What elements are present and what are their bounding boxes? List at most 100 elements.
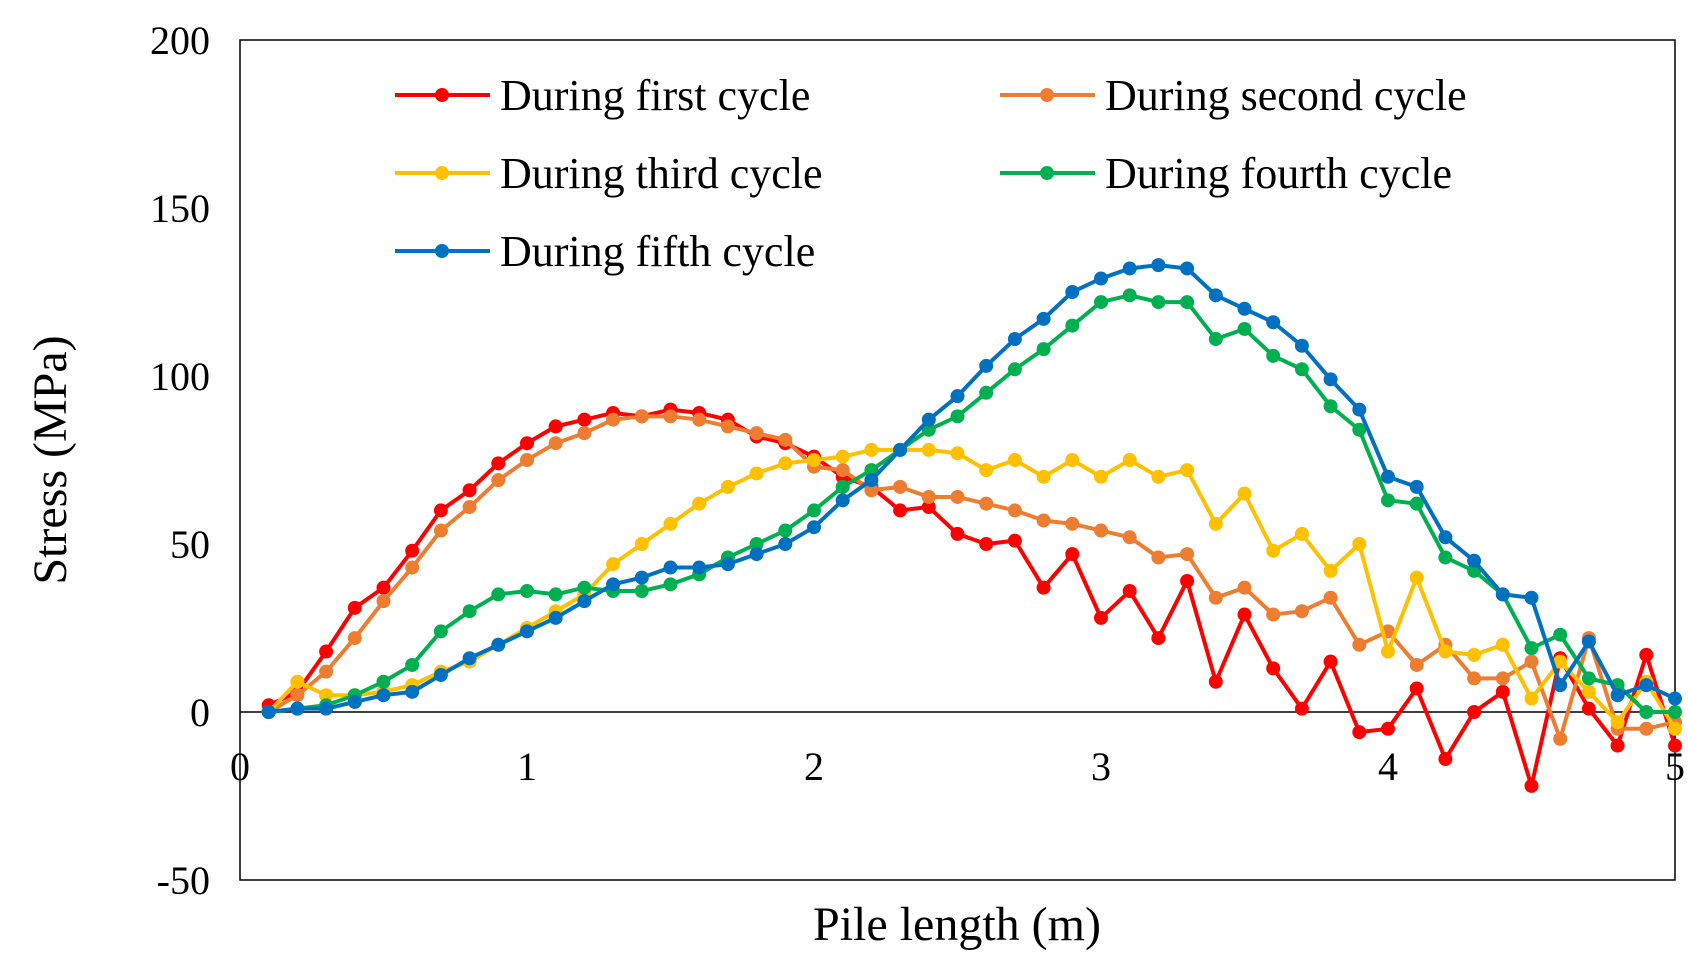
data-point bbox=[979, 463, 994, 478]
data-point bbox=[1036, 342, 1051, 357]
data-point bbox=[376, 674, 391, 689]
data-point bbox=[1610, 738, 1625, 753]
data-point bbox=[405, 560, 420, 575]
data-point bbox=[1036, 580, 1051, 595]
data-point bbox=[1323, 372, 1338, 387]
x-tick-label: 4 bbox=[1378, 744, 1398, 789]
data-point bbox=[1065, 318, 1080, 333]
data-point bbox=[319, 688, 334, 703]
data-point bbox=[864, 483, 879, 498]
data-point bbox=[1438, 752, 1453, 767]
data-point bbox=[1122, 453, 1137, 467]
y-tick-label: 0 bbox=[190, 690, 210, 735]
data-point bbox=[1323, 563, 1338, 578]
data-point bbox=[548, 610, 563, 625]
data-point bbox=[577, 412, 592, 427]
data-point bbox=[835, 463, 850, 478]
data-point bbox=[1094, 469, 1108, 484]
data-point bbox=[520, 584, 534, 599]
data-point bbox=[1610, 688, 1625, 703]
data-point bbox=[1151, 295, 1166, 310]
legend-item-2: During second cycle bbox=[1000, 71, 1467, 120]
data-point bbox=[893, 479, 908, 494]
data-point bbox=[290, 688, 305, 703]
data-point bbox=[1668, 721, 1682, 736]
data-point bbox=[1553, 627, 1568, 642]
data-point bbox=[720, 479, 735, 494]
data-point bbox=[1065, 285, 1080, 299]
legend-swatch-marker bbox=[1040, 88, 1054, 102]
data-point bbox=[1409, 479, 1424, 494]
data-point bbox=[462, 500, 477, 515]
data-point bbox=[548, 587, 563, 602]
data-point bbox=[606, 577, 621, 592]
legend-swatch-marker bbox=[435, 88, 449, 102]
data-point bbox=[1381, 721, 1395, 736]
data-point bbox=[950, 489, 965, 504]
x-axis-ticks: 0 1 2 3 4 5 bbox=[230, 744, 1685, 789]
data-point bbox=[1409, 681, 1424, 696]
data-point bbox=[950, 526, 965, 541]
data-point bbox=[1122, 584, 1137, 599]
data-point bbox=[1065, 516, 1080, 531]
data-point bbox=[290, 674, 305, 689]
data-point bbox=[1668, 738, 1682, 753]
data-point bbox=[577, 594, 592, 609]
x-tick-label: 2 bbox=[804, 744, 824, 789]
data-point bbox=[893, 442, 908, 457]
data-point bbox=[1352, 537, 1367, 551]
data-point bbox=[1668, 691, 1682, 706]
data-point bbox=[1180, 261, 1195, 276]
x-tick-label: 1 bbox=[517, 744, 537, 789]
data-point bbox=[634, 409, 649, 424]
data-point bbox=[1639, 678, 1654, 693]
data-point bbox=[634, 537, 649, 551]
data-point bbox=[1323, 399, 1338, 414]
data-point bbox=[462, 483, 477, 498]
y-axis-ticks: -50 0 50 100 150 200 bbox=[150, 18, 210, 903]
data-point bbox=[1409, 570, 1424, 585]
data-point bbox=[807, 520, 821, 535]
data-point bbox=[1467, 705, 1482, 719]
data-point bbox=[778, 537, 793, 551]
series-5 bbox=[261, 258, 1682, 719]
legend-item-3: During third cycle bbox=[395, 149, 823, 198]
data-point bbox=[921, 442, 936, 457]
data-point bbox=[1208, 516, 1223, 531]
data-point bbox=[1237, 486, 1252, 501]
x-tick-label: 3 bbox=[1091, 744, 1111, 789]
data-point bbox=[663, 577, 678, 592]
data-point bbox=[1122, 261, 1137, 276]
data-point bbox=[1639, 705, 1654, 719]
data-point bbox=[1581, 701, 1596, 716]
data-point bbox=[548, 436, 563, 451]
data-point bbox=[1467, 647, 1482, 662]
data-point bbox=[979, 385, 994, 400]
data-point bbox=[663, 409, 678, 424]
data-point bbox=[1352, 402, 1367, 417]
legend-item-4: During fourth cycle bbox=[1000, 149, 1452, 198]
data-point bbox=[1639, 647, 1654, 662]
data-point bbox=[663, 516, 678, 531]
data-point bbox=[577, 580, 592, 595]
data-point bbox=[1467, 553, 1482, 568]
data-point bbox=[979, 537, 994, 551]
data-point bbox=[1266, 543, 1281, 558]
data-point bbox=[1094, 295, 1108, 310]
data-point bbox=[1467, 671, 1482, 686]
data-point bbox=[950, 409, 965, 424]
x-tick-label: 5 bbox=[1665, 744, 1685, 789]
data-point bbox=[1237, 580, 1252, 595]
data-point bbox=[1581, 671, 1596, 686]
data-point bbox=[1036, 469, 1051, 484]
data-point bbox=[405, 543, 420, 558]
data-point bbox=[433, 668, 448, 683]
data-point bbox=[893, 503, 908, 518]
legend-swatch-marker bbox=[1040, 166, 1054, 180]
y-tick-label: 100 bbox=[150, 354, 210, 399]
data-point bbox=[1409, 657, 1424, 672]
data-point bbox=[1524, 590, 1539, 605]
data-point bbox=[663, 560, 678, 575]
data-point bbox=[1036, 513, 1051, 528]
data-point bbox=[1294, 701, 1309, 716]
